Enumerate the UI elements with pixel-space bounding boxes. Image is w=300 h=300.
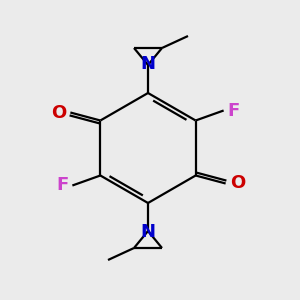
Text: F: F — [56, 176, 68, 194]
Text: N: N — [140, 55, 155, 73]
Text: O: O — [230, 175, 245, 193]
Text: N: N — [140, 223, 155, 241]
Text: O: O — [51, 103, 66, 122]
Text: F: F — [228, 101, 240, 119]
